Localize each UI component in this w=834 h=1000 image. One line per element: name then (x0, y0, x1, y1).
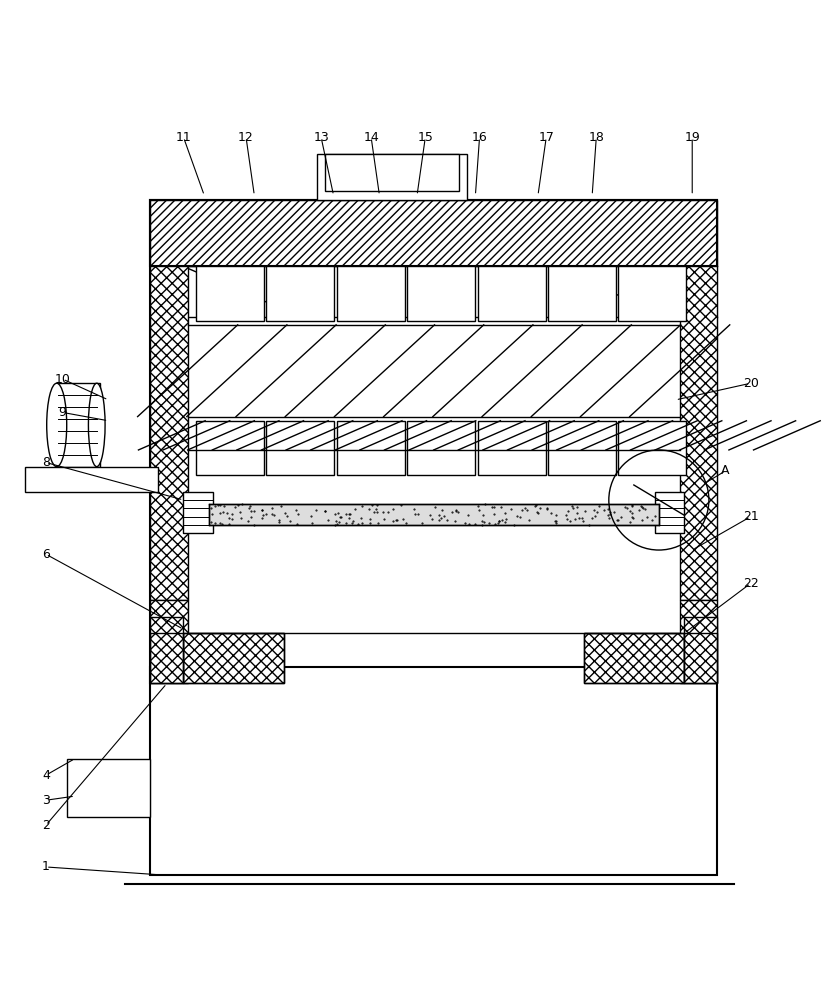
FancyBboxPatch shape (196, 266, 264, 321)
Text: 4: 4 (42, 769, 50, 782)
FancyBboxPatch shape (150, 667, 717, 875)
FancyBboxPatch shape (150, 200, 717, 683)
FancyBboxPatch shape (325, 154, 459, 191)
Text: 16: 16 (472, 131, 487, 144)
FancyBboxPatch shape (619, 266, 686, 321)
FancyBboxPatch shape (183, 492, 213, 533)
Text: 11: 11 (176, 131, 191, 144)
FancyBboxPatch shape (208, 504, 659, 525)
FancyBboxPatch shape (337, 266, 404, 321)
Text: 18: 18 (588, 131, 605, 144)
FancyBboxPatch shape (317, 154, 467, 200)
FancyBboxPatch shape (548, 266, 616, 321)
FancyBboxPatch shape (266, 266, 334, 321)
Text: 20: 20 (742, 377, 759, 390)
Text: A: A (721, 464, 730, 477)
Text: 3: 3 (42, 794, 50, 807)
Ellipse shape (47, 383, 67, 467)
Text: 9: 9 (58, 406, 67, 419)
FancyBboxPatch shape (266, 421, 334, 475)
Polygon shape (150, 266, 188, 600)
Polygon shape (150, 200, 717, 266)
FancyBboxPatch shape (407, 266, 475, 321)
Text: 21: 21 (743, 510, 758, 523)
Text: 2: 2 (42, 819, 50, 832)
Polygon shape (684, 617, 717, 683)
FancyBboxPatch shape (478, 266, 545, 321)
Polygon shape (680, 600, 717, 683)
FancyBboxPatch shape (25, 467, 158, 492)
Text: 8: 8 (42, 456, 50, 469)
Polygon shape (150, 600, 188, 683)
Text: 17: 17 (538, 131, 555, 144)
Text: 1: 1 (42, 860, 50, 873)
FancyBboxPatch shape (337, 421, 404, 475)
FancyBboxPatch shape (57, 383, 100, 467)
Text: 12: 12 (239, 131, 254, 144)
FancyBboxPatch shape (478, 421, 545, 475)
FancyBboxPatch shape (196, 421, 264, 475)
Text: 10: 10 (54, 373, 71, 386)
Text: 15: 15 (417, 131, 434, 144)
FancyBboxPatch shape (407, 421, 475, 475)
Text: 13: 13 (314, 131, 329, 144)
Polygon shape (584, 633, 684, 683)
Ellipse shape (88, 383, 105, 467)
FancyBboxPatch shape (655, 492, 684, 533)
Text: 6: 6 (42, 548, 50, 561)
Text: 22: 22 (743, 577, 758, 590)
FancyBboxPatch shape (67, 759, 150, 817)
Text: 14: 14 (364, 131, 379, 144)
FancyBboxPatch shape (548, 421, 616, 475)
Polygon shape (680, 266, 717, 600)
Polygon shape (183, 633, 284, 683)
Text: 19: 19 (685, 131, 700, 144)
Polygon shape (150, 617, 183, 683)
FancyBboxPatch shape (619, 421, 686, 475)
